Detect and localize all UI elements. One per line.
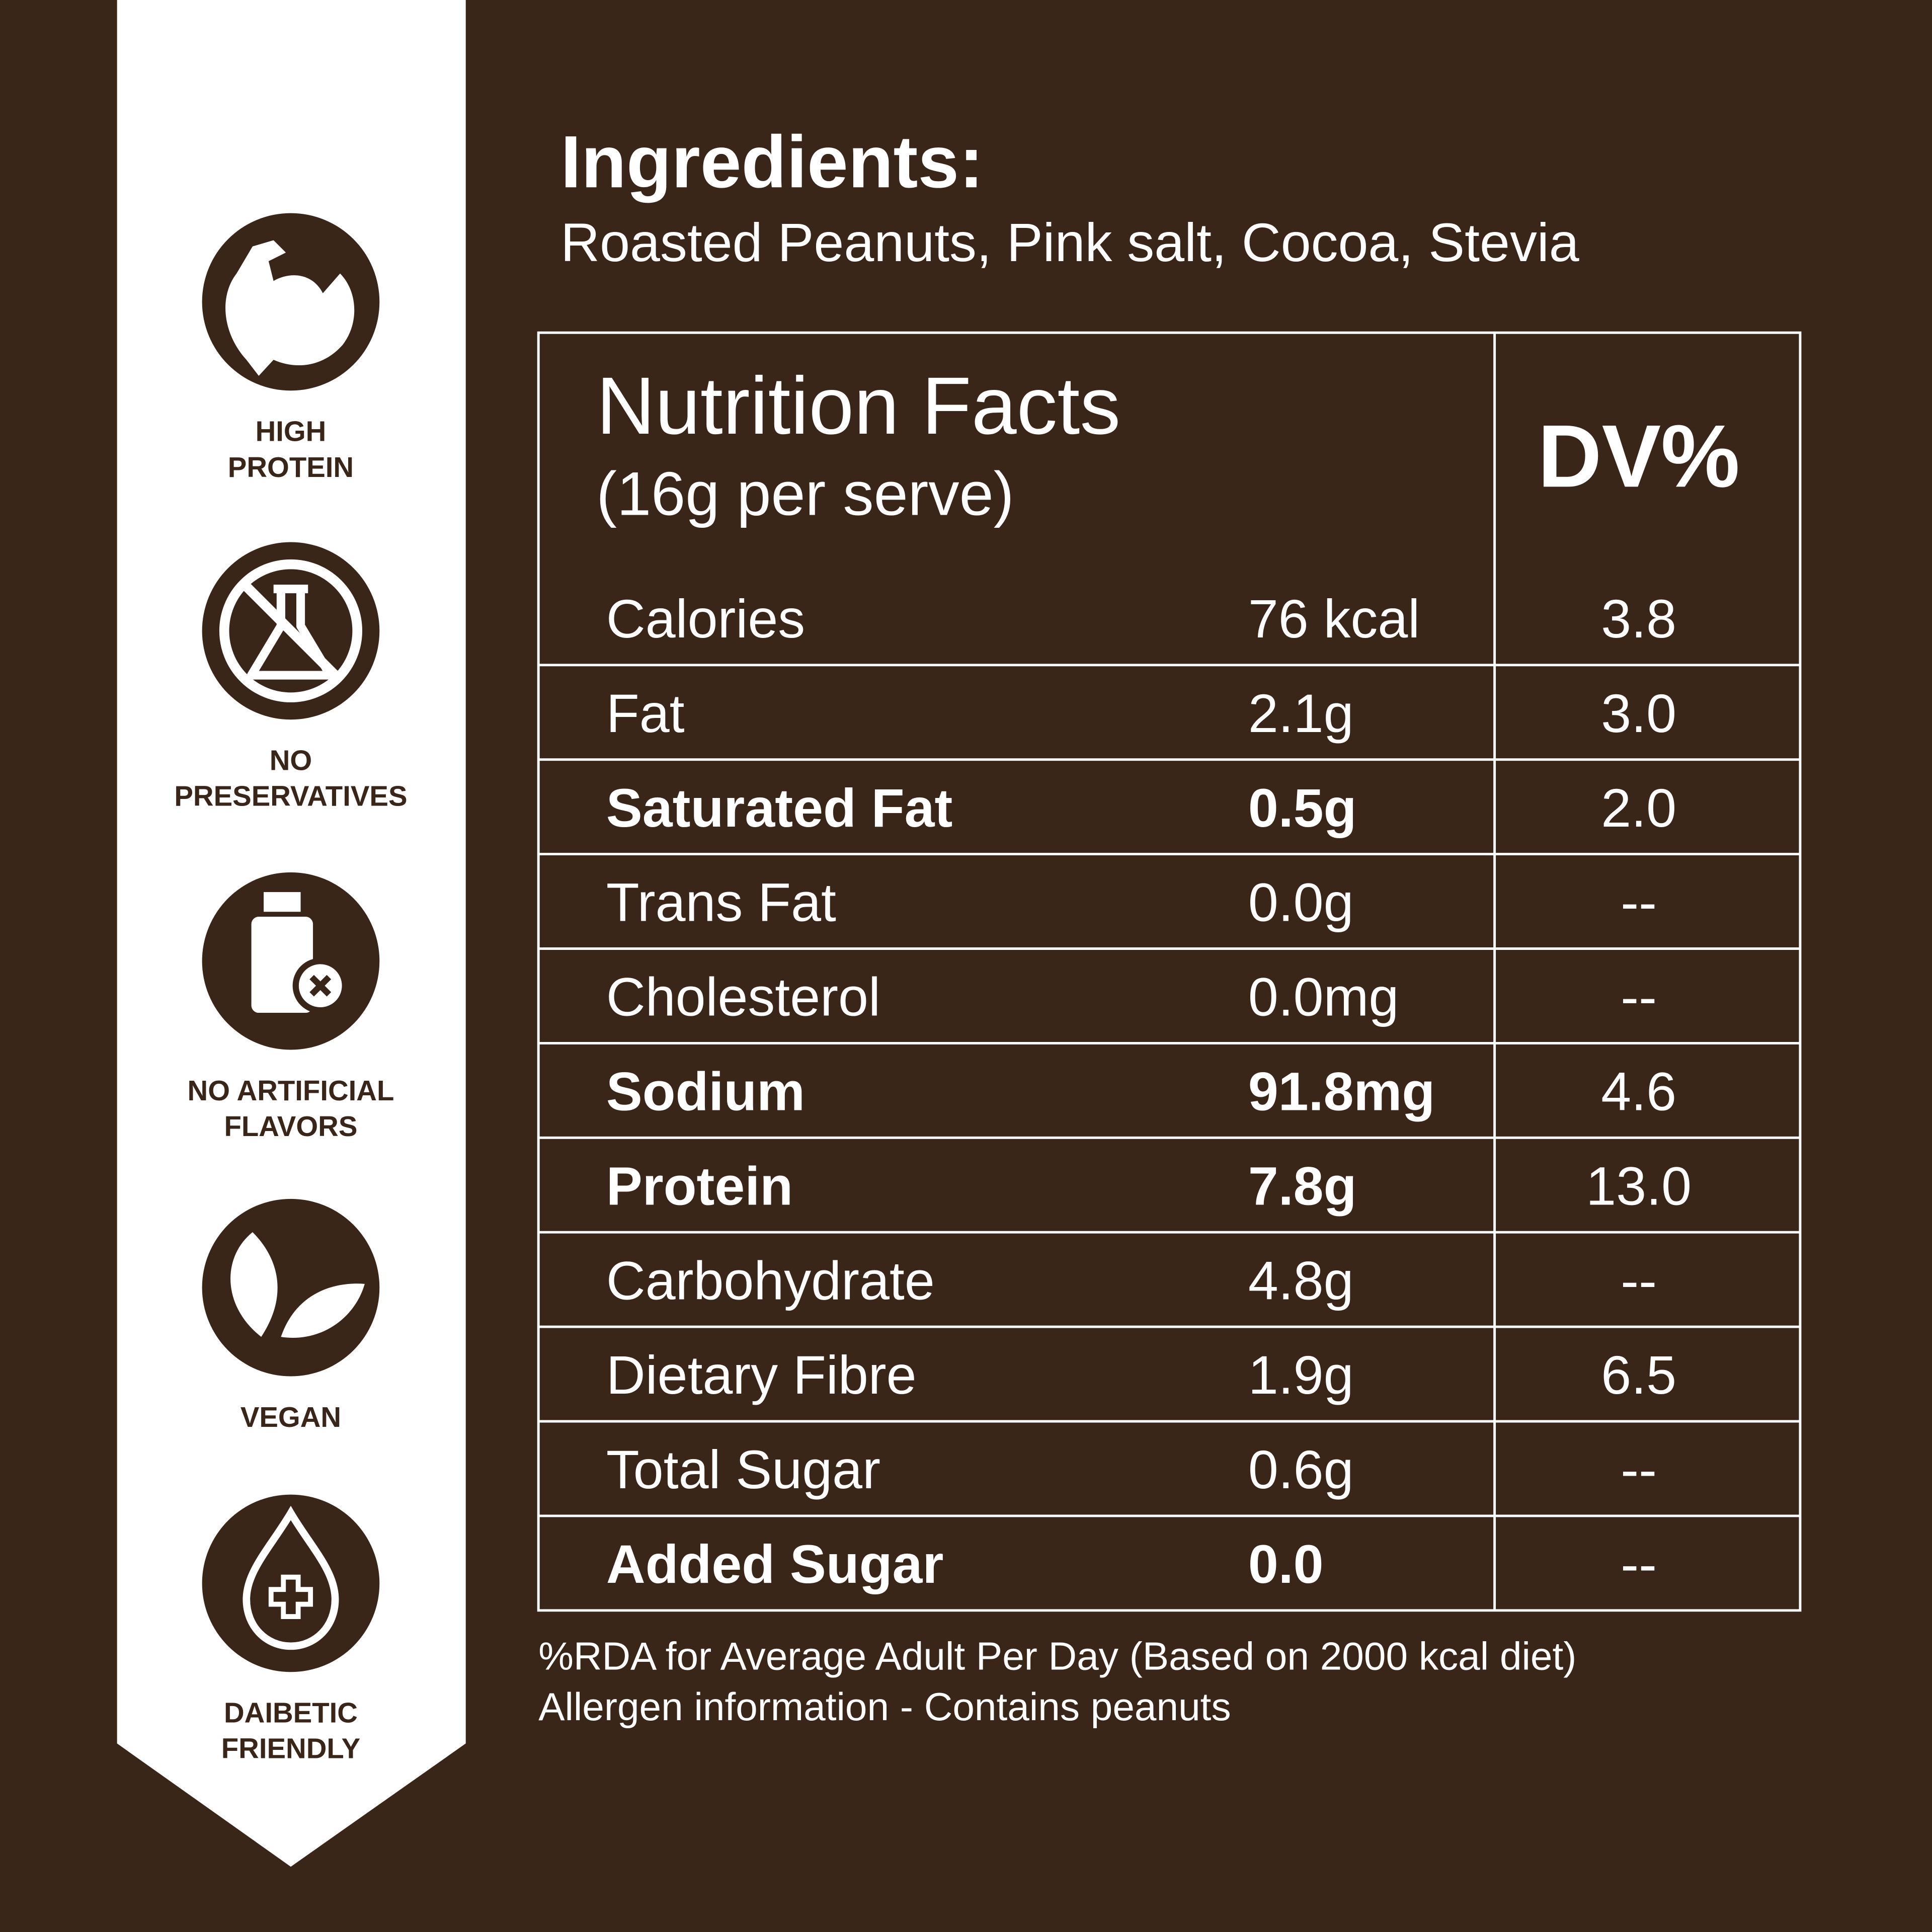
nutrient-amount: 0.0g (1248, 872, 1354, 933)
nutrient-amount: 7.8g (1248, 1155, 1357, 1216)
nutrient-name: Dietary Fibre (606, 1344, 917, 1405)
drop-icon (243, 1505, 339, 1650)
nutrient-name: Protein (606, 1155, 793, 1216)
leaf-icon (281, 1283, 365, 1338)
nutrient-dv: 4.6 (1601, 1061, 1676, 1122)
badge-label: FLAVORS (224, 1110, 358, 1142)
badge-circle (202, 1494, 380, 1672)
nutrient-amount: 2.1g (1248, 683, 1354, 744)
nutrient-amount: 0.0mg (1248, 967, 1399, 1027)
nutrient-dv: -- (1621, 1439, 1657, 1500)
bottle-cap (264, 892, 301, 912)
nutrient-name: Total Sugar (606, 1439, 880, 1500)
nutrient-dv: 13.0 (1586, 1155, 1692, 1216)
nutrient-name: Calories (606, 588, 805, 649)
dv-header: DV% (1538, 407, 1740, 506)
badge-label: NO ARTIFICIAL (188, 1075, 394, 1106)
ingredients-text: Roasted Peanuts, Pink salt, Cocoa, Stevi… (560, 212, 1579, 273)
serving-size: (16g per serve) (596, 459, 1014, 528)
nutrient-amount: 91.8mg (1248, 1061, 1435, 1122)
muscle-icon (225, 240, 355, 376)
nutrient-amount: 76 kcal (1248, 588, 1420, 649)
nutrient-name: Fat (606, 683, 685, 744)
cross-mark (309, 975, 332, 997)
badge-label: HIGH (256, 416, 327, 447)
badge-label: PROTEIN (228, 451, 354, 483)
footnote: %RDA for Average Adult Per Day (Based on… (538, 1634, 1576, 1678)
nutrient-name: Sodium (606, 1061, 805, 1122)
nutrient-name: Cholesterol (606, 967, 880, 1027)
table-rows: Calories 76 kcal 3.8 Fat 2.1g 3.0 Saturated Fa… (538, 588, 1800, 1594)
nutrient-name: Saturated Fat (606, 777, 953, 838)
nutrient-name: Trans Fat (606, 872, 836, 933)
badge-label: NO (270, 745, 312, 776)
nutrient-amount: 4.8g (1248, 1250, 1354, 1311)
nutrient-amount: 1.9g (1248, 1344, 1354, 1405)
nutrient-name: Carbohydrate (606, 1250, 935, 1311)
no-icon-ring (219, 559, 362, 702)
nutrient-amount: 0.5g (1248, 777, 1357, 838)
badge-label: DAIBETIC (224, 1697, 358, 1729)
nutrient-dv: -- (1621, 1250, 1657, 1311)
nutrient-name: Added Sugar (606, 1534, 944, 1594)
plus-icon (268, 1574, 313, 1619)
no-icon-slash (240, 580, 341, 681)
footnote: Allergen information - Contains peanuts (538, 1684, 1231, 1729)
nutrient-dv: 6.5 (1601, 1344, 1676, 1405)
nutrient-amount: 0.0 (1248, 1534, 1324, 1594)
leaf-icon (230, 1232, 278, 1337)
nutrient-amount: 0.6g (1248, 1439, 1354, 1500)
badge-label: PRESERVATIVES (174, 780, 407, 812)
badge-icons (202, 213, 380, 1672)
nutrient-dv: -- (1621, 872, 1657, 933)
nutrient-dv: 3.8 (1601, 588, 1676, 649)
table-title: Nutrition Facts (596, 361, 1120, 451)
badge-label: VEGAN (240, 1401, 341, 1433)
nutrient-dv: 3.0 (1601, 683, 1676, 744)
badge-label: FRIENDLY (221, 1733, 360, 1764)
nutrient-dv: -- (1621, 1534, 1657, 1594)
table-frame (537, 331, 1802, 1612)
ingredients-title: Ingredients: (560, 121, 984, 203)
nutrient-dv: -- (1621, 967, 1657, 1027)
nutrient-dv: 2.0 (1601, 777, 1676, 838)
